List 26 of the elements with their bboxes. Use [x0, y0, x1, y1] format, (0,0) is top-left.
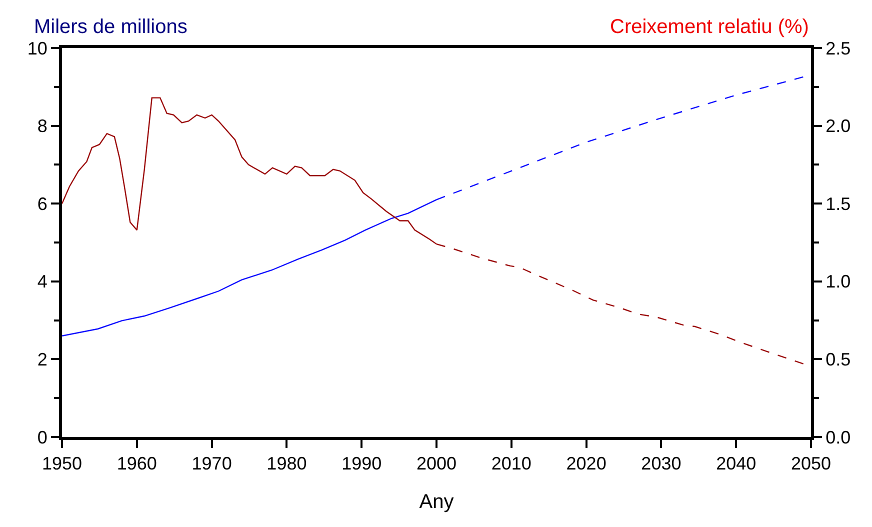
y2-axis-title: Creixement relatiu (%): [610, 16, 809, 38]
x-tick-label: 2030: [641, 454, 682, 474]
y2-tick-label: 0.5: [826, 350, 851, 370]
y-tick-label: 2: [37, 350, 48, 370]
x-tick-label: 2040: [716, 454, 756, 474]
y-tick-label: 10: [27, 38, 48, 58]
y2-tick-label: 1.5: [826, 194, 851, 214]
y-tick-label: 0: [37, 427, 48, 448]
y2-tick-label: 2.0: [826, 116, 851, 136]
x-tick-label: 1950: [42, 454, 82, 474]
y2-tick-label: 0.0: [826, 427, 851, 448]
y-tick-label: 8: [37, 116, 48, 136]
x-tick-label: 1960: [116, 454, 157, 474]
y-tick-label: 6: [37, 194, 48, 214]
y2-tick-label: 1.0: [826, 272, 851, 292]
x-tick-label: 2000: [416, 454, 457, 474]
x-tick-label: 1990: [342, 454, 382, 474]
x-tick-label: 2050: [790, 454, 832, 474]
y2-tick-label: 2.5: [826, 38, 851, 58]
x-tick-label: 2020: [566, 454, 606, 474]
x-tick-label: 1970: [192, 454, 232, 474]
x-axis-title: Any: [419, 491, 454, 514]
y-tick-label: 4: [37, 272, 48, 292]
y-axis-title: Milers de millions: [34, 16, 188, 38]
x-tick-label: 2010: [491, 454, 532, 474]
x-tick-label: 1980: [266, 454, 307, 474]
